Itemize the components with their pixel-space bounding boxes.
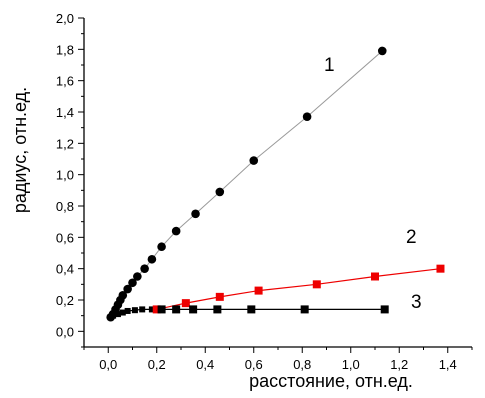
- series-2-point: [312, 280, 321, 289]
- series-3-point: [157, 305, 166, 314]
- series-3-point: [380, 305, 389, 314]
- x-tick-label: 0,2: [148, 357, 166, 372]
- series-1-point: [171, 226, 181, 236]
- x-axis-label: расстояние, отн.ед.: [249, 371, 413, 391]
- series-1-point: [302, 112, 312, 121]
- x-tick-label: 1,0: [342, 357, 360, 372]
- series-markers: [106, 46, 445, 322]
- series-1-point: [147, 254, 157, 264]
- x-tick-label: 1,4: [439, 357, 457, 372]
- series-label-3: 3: [411, 292, 422, 313]
- series-1-line: [110, 50, 383, 318]
- series-3-point: [189, 305, 198, 314]
- series-2-point: [254, 286, 263, 295]
- series-label-2: 2: [406, 227, 417, 248]
- series-3-low-marker: [119, 309, 126, 316]
- series-3-low-marker: [114, 311, 121, 318]
- y-tick-label: 2,0: [56, 11, 74, 26]
- ticks: 0,0 0,2 0,4 0,6 0,8 1,0 1,2 1,4 1,6 1,8 2,0 0,0 0,2 0…: [56, 11, 473, 372]
- x-tick-label: 0,0: [99, 357, 117, 372]
- y-tick-label: 0,8: [56, 199, 74, 214]
- x-tick-label: 0,8: [293, 357, 311, 372]
- series-3-low-marker: [124, 307, 131, 314]
- series-2-point: [152, 305, 161, 314]
- x-tick-label: 0,6: [245, 357, 263, 372]
- series-1-point: [215, 187, 225, 197]
- series-1-point: [377, 46, 387, 56]
- series-3-point: [213, 305, 222, 314]
- y-tick-label: 1,8: [56, 42, 74, 57]
- y-tick-label: 0,6: [56, 230, 74, 245]
- series-2-line: [156, 268, 441, 310]
- y-tick-label: 1,0: [56, 168, 74, 183]
- y-tick-label: 0,4: [56, 262, 74, 277]
- series-2-point: [436, 264, 445, 273]
- series-3-point: [300, 305, 309, 314]
- series-label-1: 1: [324, 55, 335, 76]
- series-3-point: [172, 305, 181, 314]
- series-3-point: [247, 305, 256, 314]
- series-3-low-marker: [131, 307, 138, 314]
- series-lines: [110, 50, 441, 318]
- y-axis-label: радиус, отн.ед.: [10, 87, 30, 213]
- series-1-point: [157, 242, 166, 252]
- series-2-point: [181, 299, 190, 308]
- series-1-point: [191, 209, 200, 219]
- series-2-point: [215, 292, 224, 301]
- x-tick-label: 0,4: [196, 357, 214, 372]
- series-1-point: [140, 264, 149, 273]
- series-1-point: [133, 272, 142, 281]
- series-2-point: [371, 272, 379, 281]
- y-tick-label: 1,2: [56, 136, 74, 151]
- series-1-point: [123, 284, 132, 294]
- y-tick-label: 0,0: [56, 324, 74, 339]
- series-1-point: [249, 156, 259, 165]
- y-tick-label: 1,6: [56, 74, 74, 89]
- series-1-point: [118, 291, 128, 300]
- y-tick-label: 1,4: [56, 105, 74, 120]
- x-tick-label: 1,2: [390, 357, 408, 372]
- labels: расстояние, отн.ед. радиус, отн.ед. 1 2 …: [10, 55, 422, 391]
- series-1-point: [128, 278, 137, 288]
- y-tick-label: 0,2: [56, 293, 74, 308]
- series-3-low-marker: [139, 306, 146, 313]
- series-3-low-marker: [148, 306, 155, 313]
